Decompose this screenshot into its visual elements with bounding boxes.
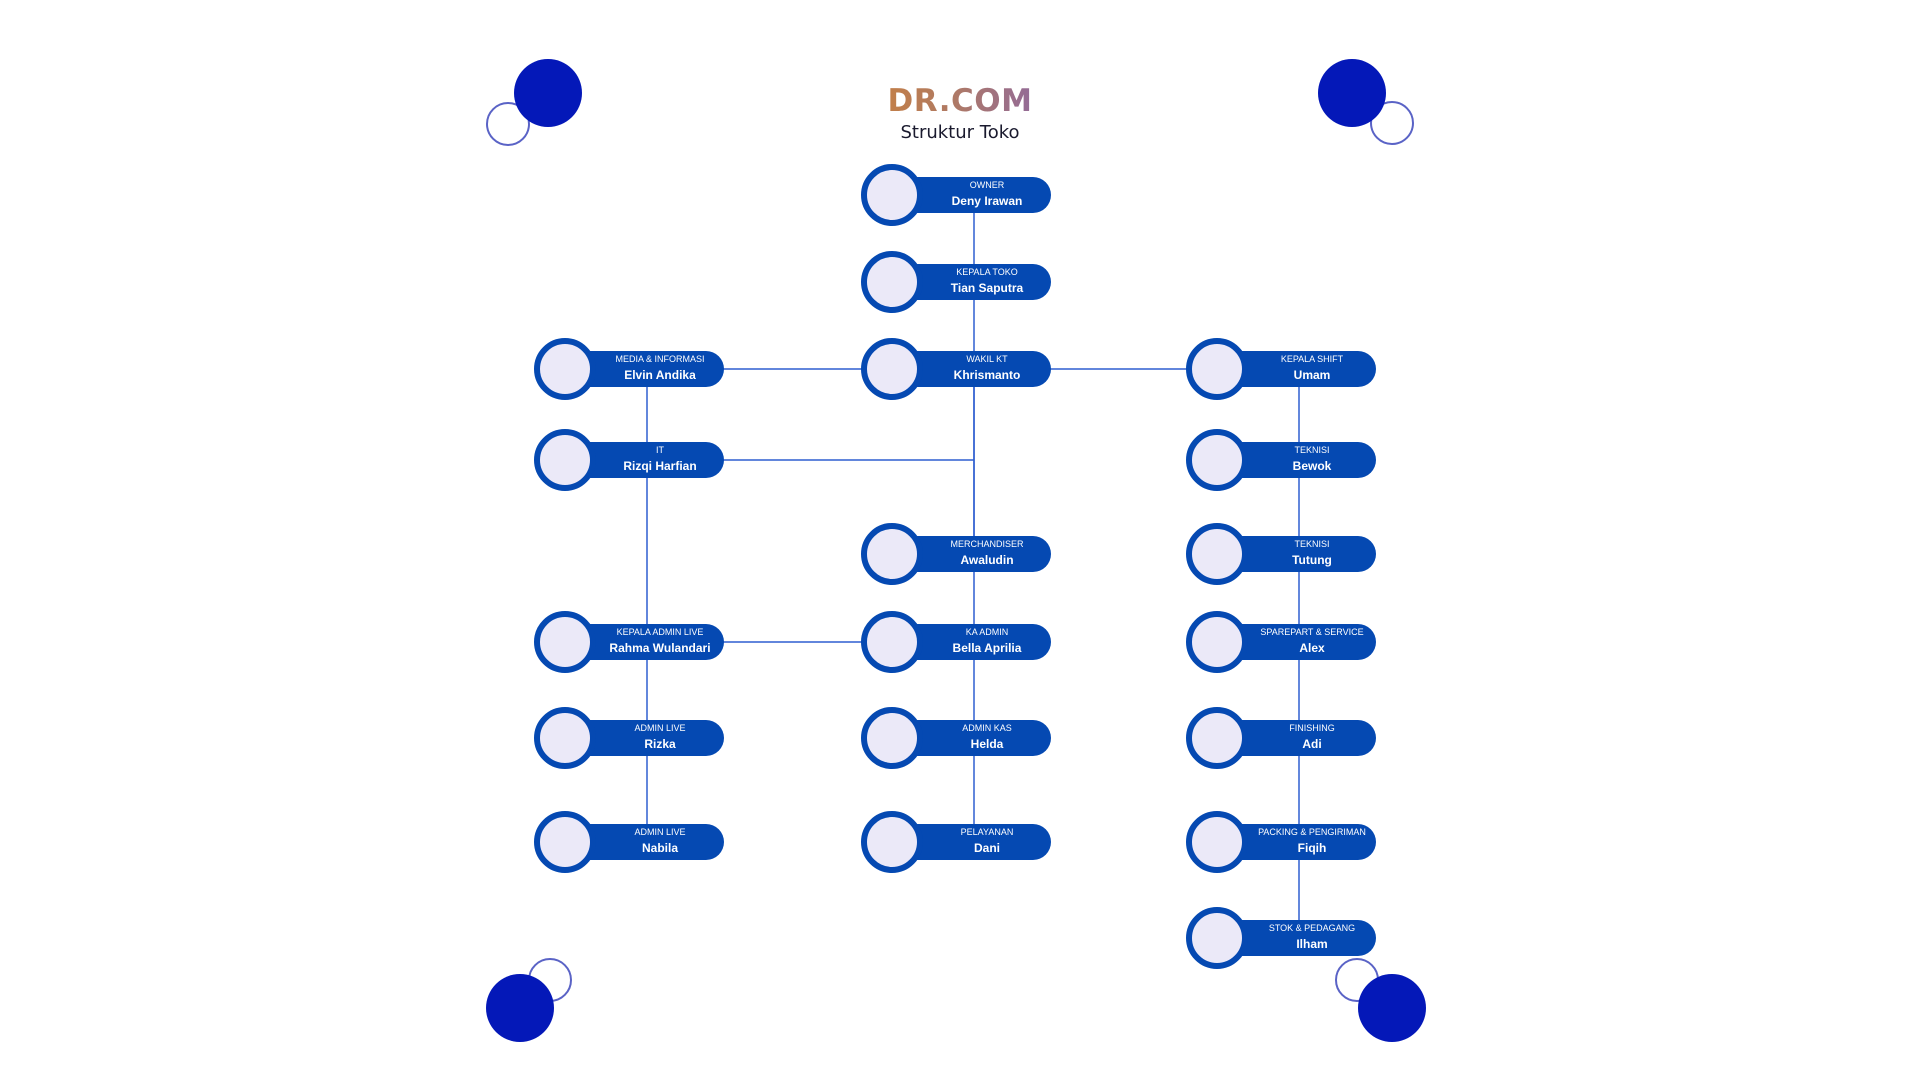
node-role: IT — [656, 445, 664, 455]
chart-subtitle: Struktur Toko — [900, 122, 1020, 143]
chart-header: DR.COM Struktur Toko — [860, 82, 1060, 143]
org-node-admin-kas: ADMIN KAS Helda — [861, 707, 1051, 769]
avatar — [1186, 429, 1248, 491]
decor-circle-filled — [1358, 974, 1426, 1042]
node-name: Khrismanto — [953, 368, 1021, 382]
decor-circle-filled — [1318, 59, 1386, 127]
avatar — [861, 338, 923, 400]
org-node-stok: STOK & PEDAGANG Ilham — [1186, 907, 1376, 969]
node-name: Bewok — [1292, 459, 1332, 473]
node-role: WAKIL KT — [966, 354, 1008, 364]
avatar — [1186, 338, 1248, 400]
avatar — [534, 429, 596, 491]
avatar — [861, 251, 923, 313]
node-role: ADMIN LIVE — [634, 723, 686, 733]
org-node-sparepart: SPAREPART & SERVICE Alex — [1186, 611, 1376, 673]
org-node-admin-live-2: ADMIN LIVE Nabila — [534, 811, 724, 873]
org-node-kepala-toko: KEPALA TOKO Tian Saputra — [861, 251, 1051, 313]
node-name: Dani — [973, 841, 1000, 855]
node-name: Bella Aprilia — [952, 641, 1022, 655]
node-role: KA ADMIN — [965, 627, 1009, 637]
node-role: KEPALA ADMIN LIVE — [616, 627, 704, 637]
node-name: Adi — [1302, 737, 1322, 751]
node-name: Tian Saputra — [950, 281, 1024, 295]
org-node-media: MEDIA & INFORMASI Elvin Andika — [534, 338, 724, 400]
node-name: Elvin Andika — [624, 368, 696, 382]
avatar — [861, 523, 923, 585]
node-name: Umam — [1293, 368, 1331, 382]
node-role: OWNER — [969, 180, 1005, 190]
org-node-kepala-shift: KEPALA SHIFT Umam — [1186, 338, 1376, 400]
org-node-packing: PACKING & PENGIRIMAN Fiqih — [1186, 811, 1376, 873]
node-role: ADMIN KAS — [962, 723, 1012, 733]
org-node-pelayanan: PELAYANAN Dani — [861, 811, 1051, 873]
org-node-ka-admin: KA ADMIN Bella Aprilia — [861, 611, 1051, 673]
node-name: Ilham — [1296, 937, 1328, 951]
org-node-merchandiser: MERCHANDISER Awaludin — [861, 523, 1051, 585]
org-node-teknisi-2: TEKNISI Tutung — [1186, 523, 1376, 585]
node-role: PELAYANAN — [960, 827, 1014, 837]
org-node-it: IT Rizqi Harfian — [534, 429, 724, 491]
avatar — [534, 811, 596, 873]
avatar — [1186, 611, 1248, 673]
avatar — [1186, 907, 1248, 969]
avatar — [861, 611, 923, 673]
node-role: KEPALA TOKO — [956, 267, 1018, 277]
node-role: TEKNISI — [1294, 539, 1330, 549]
decor-circle-filled — [486, 974, 554, 1042]
avatar — [534, 338, 596, 400]
avatar — [861, 707, 923, 769]
node-role: STOK & PEDAGANG — [1268, 923, 1356, 933]
node-role: MERCHANDISER — [950, 539, 1024, 549]
node-role: TEKNISI — [1294, 445, 1330, 455]
node-name: Fiqih — [1297, 841, 1327, 855]
node-role: MEDIA & INFORMASI — [615, 354, 705, 364]
decor-circle-filled — [514, 59, 582, 127]
decor-circle-outline — [486, 102, 530, 146]
node-name: Deny Irawan — [951, 194, 1023, 208]
node-name: Nabila — [641, 841, 678, 855]
node-name: Helda — [970, 737, 1004, 751]
node-role: PACKING & PENGIRIMAN — [1258, 827, 1366, 837]
org-node-owner: OWNER Deny Irawan — [861, 164, 1051, 226]
brand-title: DR.COM — [860, 82, 1060, 120]
node-name: Rizqi Harfian — [623, 459, 697, 473]
org-node-teknisi-1: TEKNISI Bewok — [1186, 429, 1376, 491]
org-node-wakil-kt: WAKIL KT Khrismanto — [861, 338, 1051, 400]
node-name: Rahma Wulandari — [609, 641, 711, 655]
avatar — [534, 707, 596, 769]
decor-circle-outline — [1370, 101, 1414, 145]
node-role: KEPALA SHIFT — [1280, 354, 1344, 364]
avatar — [1186, 523, 1248, 585]
node-name: Awaludin — [960, 553, 1014, 567]
avatar — [1186, 707, 1248, 769]
node-name: Alex — [1299, 641, 1325, 655]
node-role: SPAREPART & SERVICE — [1260, 627, 1364, 637]
node-role: FINISHING — [1289, 723, 1335, 733]
node-role: ADMIN LIVE — [634, 827, 686, 837]
node-name: Rizka — [644, 737, 676, 751]
node-name: Tutung — [1292, 553, 1332, 567]
org-node-finishing: FINISHING Adi — [1186, 707, 1376, 769]
org-node-admin-live-1: ADMIN LIVE Rizka — [534, 707, 724, 769]
avatar — [1186, 811, 1248, 873]
avatar — [861, 164, 923, 226]
avatar — [534, 611, 596, 673]
avatar — [861, 811, 923, 873]
org-node-kepala-admin-live: KEPALA ADMIN LIVE Rahma Wulandari — [534, 611, 724, 673]
